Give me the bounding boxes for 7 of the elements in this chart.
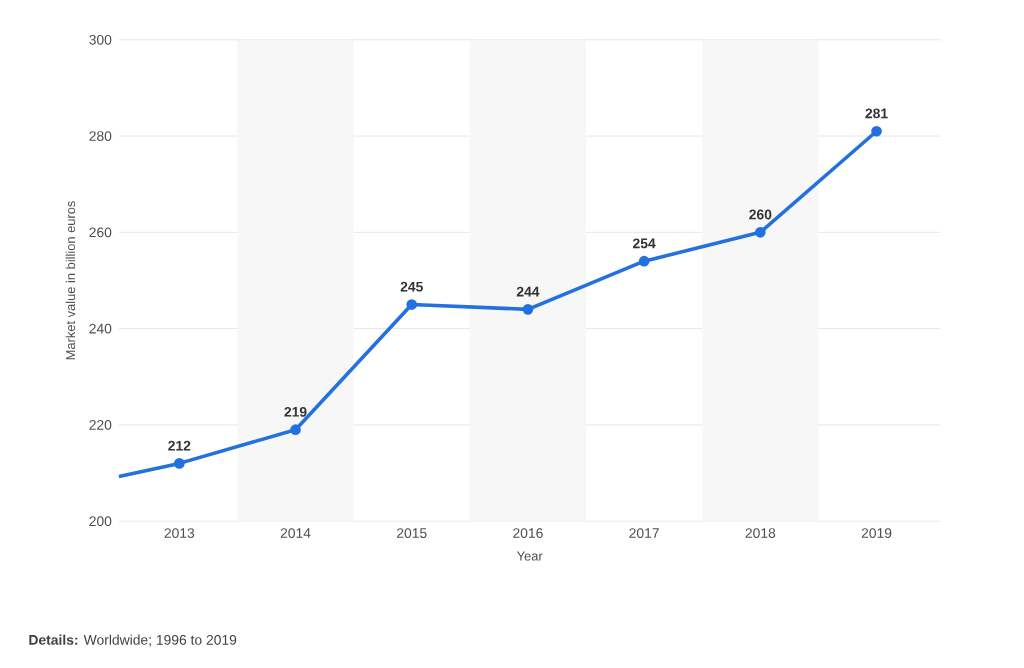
- point: [522, 303, 534, 315]
- point: [638, 255, 650, 267]
- point: [406, 299, 418, 310]
- point: [173, 457, 185, 469]
- point: [290, 424, 301, 435]
- point: [754, 226, 766, 238]
- point: [871, 125, 882, 137]
